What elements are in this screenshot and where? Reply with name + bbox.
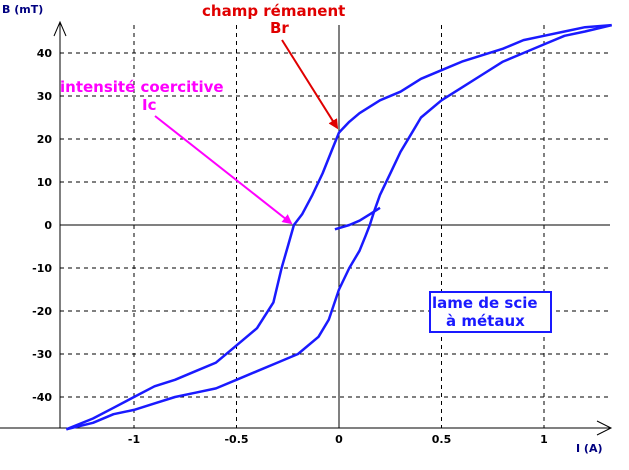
x-axis-arrowhead: [596, 420, 613, 436]
axes: [0, 20, 613, 436]
x-tick-label: 0.5: [432, 433, 452, 446]
x-axis-label: I (A): [576, 442, 603, 455]
series-group: [65, 23, 612, 431]
x-tick-label: 1: [540, 433, 548, 446]
series-line-3: [334, 206, 381, 231]
annotation-coercive-text: intensité coercitive: [60, 78, 224, 96]
x-tick-label: -1: [128, 433, 140, 446]
annotation-coercive-symbol: Ic: [142, 96, 156, 114]
annotation-remanent-arrow: [281, 39, 339, 130]
y-tick-label: -30: [32, 348, 52, 361]
y-tick-label: 10: [37, 176, 53, 189]
y-tick-label: -20: [32, 305, 52, 318]
x-tick-label: -0.5: [224, 433, 248, 446]
annotation-remanent-symbol: Br: [270, 19, 289, 37]
x-tick-labels: -1 -0.5 0 0.5 1: [128, 433, 548, 446]
y-tick-label: 40: [37, 47, 53, 60]
series-line-2: [66, 23, 612, 431]
annotation-remanent: champ rémanent Br: [202, 2, 345, 130]
y-tick-label: 20: [37, 133, 53, 146]
y-tick-label: 0: [44, 219, 52, 232]
y-tick-label: -40: [32, 391, 52, 404]
annotation-coercive: intensité coercitive Ic: [60, 78, 293, 225]
material-label-box: lame de scie à métaux: [429, 291, 552, 333]
material-label-line2: à métaux: [446, 312, 525, 330]
x-tick-label: 0: [335, 433, 343, 446]
y-tick-label: 30: [37, 90, 53, 103]
annotation-coercive-arrow: [154, 115, 293, 225]
y-tick-labels: -40 -30 -20 -10 0 10 20 30 40: [32, 47, 52, 404]
material-label-line1: lame de scie: [432, 294, 538, 312]
y-axis-label: B (mT): [2, 3, 43, 16]
annotation-remanent-text: champ rémanent: [202, 2, 345, 20]
material-label-border: [429, 291, 552, 333]
series-line-1: [65, 23, 612, 431]
y-tick-label: -10: [32, 262, 52, 275]
y-axis-arrowhead: [53, 20, 67, 37]
